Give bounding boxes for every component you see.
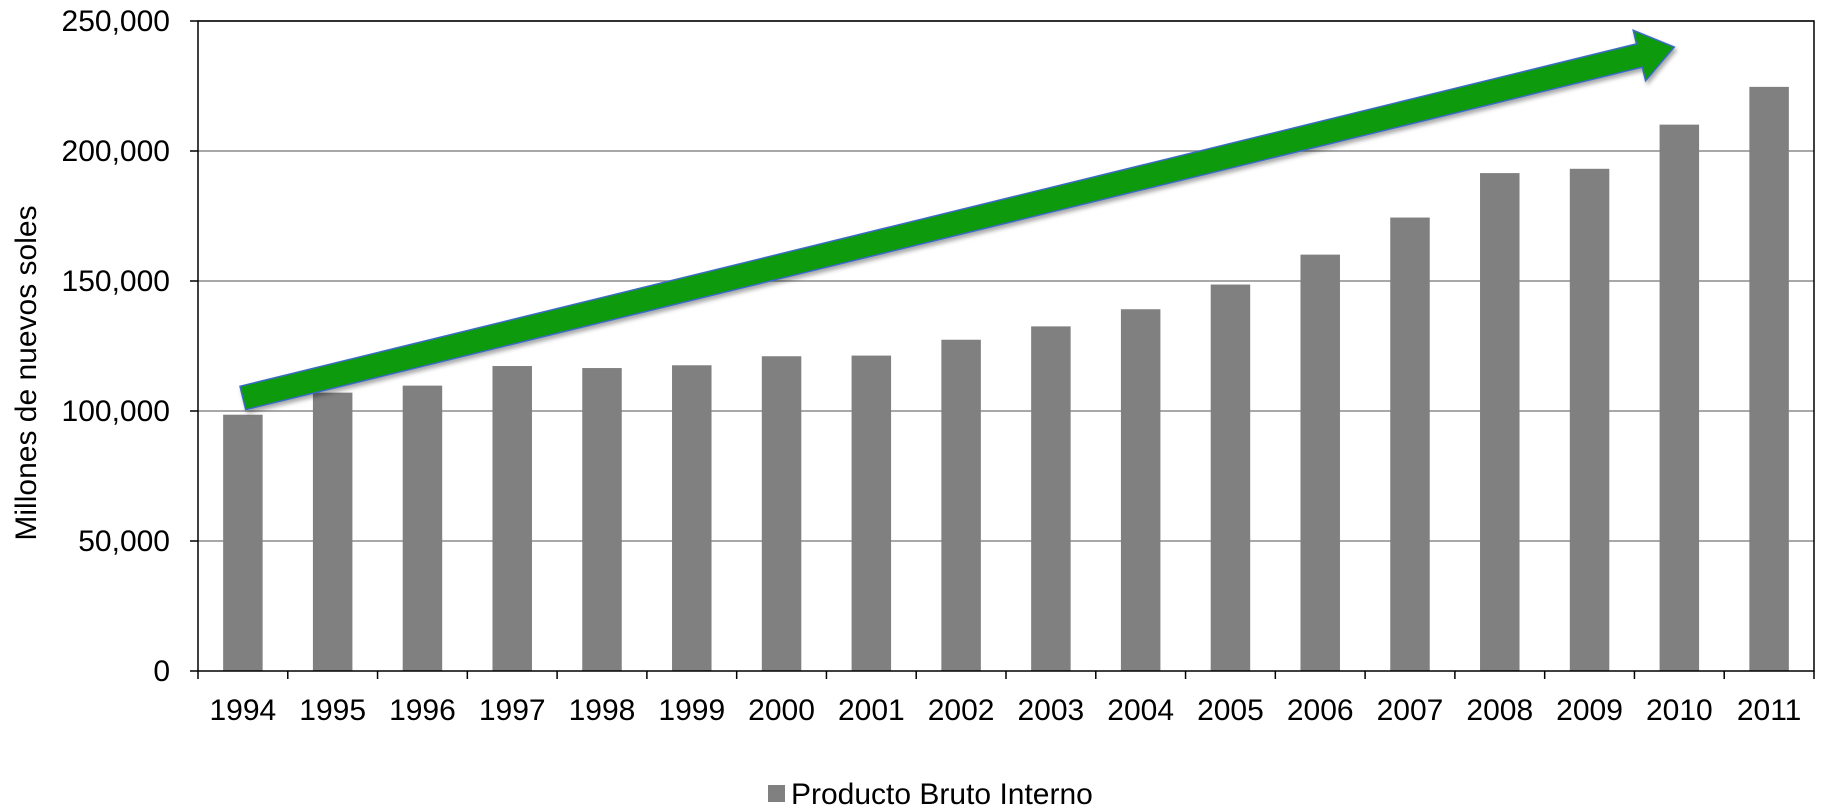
bar-2002 <box>941 339 981 671</box>
bar-2010 <box>1659 124 1700 672</box>
x-tick-label: 2004 <box>1107 694 1174 727</box>
x-tick-label: 2007 <box>1377 694 1444 727</box>
x-tick-label: 2006 <box>1287 694 1354 727</box>
x-tick-label: 1999 <box>658 694 725 727</box>
bar-2007 <box>1390 217 1430 671</box>
bar-2003 <box>1031 326 1071 671</box>
y-tick-label: 0 <box>153 655 170 688</box>
x-tick-label: 2003 <box>1018 694 1085 727</box>
x-tick-label: 1997 <box>479 694 546 727</box>
bar-1994 <box>223 414 263 671</box>
legend-swatch <box>768 785 785 802</box>
x-axis-ticks: 1994 1995 1996 1997 1998 1999 2000 2001 2002 2003… <box>197 671 1815 727</box>
y-tick-label: 100,000 <box>62 395 170 428</box>
bar-1998 <box>582 368 622 671</box>
bar-1999 <box>672 365 712 671</box>
y-tick-label: 150,000 <box>62 265 170 298</box>
x-tick-label: 1996 <box>389 694 456 727</box>
x-tick-label: 2001 <box>838 694 905 727</box>
bar-1997 <box>492 366 532 671</box>
bar-2009 <box>1569 168 1610 671</box>
legend-label: Producto Bruto Interno <box>791 778 1093 809</box>
y-axis-ticks: 0 50,000 100,000 150,000 200,000 250,000 <box>62 5 198 688</box>
x-tick-label: 2000 <box>748 694 815 727</box>
x-tick-label: 2010 <box>1646 694 1713 727</box>
x-tick-label: 2009 <box>1556 694 1623 727</box>
y-axis-label: Millones de nuevos soles <box>10 205 43 540</box>
bars <box>223 86 1789 672</box>
x-tick-label: 1998 <box>569 694 636 727</box>
y-tick-label: 250,000 <box>62 5 170 38</box>
x-tick-label: 2005 <box>1197 694 1264 727</box>
bar-2000 <box>761 356 802 671</box>
x-tick-label: 2011 <box>1737 694 1802 727</box>
x-tick-label: 2008 <box>1466 694 1533 727</box>
bar-2001 <box>851 355 892 671</box>
bar-2006 <box>1300 254 1340 672</box>
trend-arrow <box>239 29 1676 411</box>
x-tick-label: 1994 <box>210 694 277 727</box>
bar-2008 <box>1480 173 1520 671</box>
x-tick-label: 1995 <box>299 694 366 727</box>
bar-2005 <box>1210 284 1251 671</box>
legend: Producto Bruto Interno <box>768 778 1093 809</box>
bar-2011 <box>1749 86 1789 672</box>
bar-1996 <box>402 385 443 671</box>
y-tick-label: 200,000 <box>62 135 170 168</box>
x-tick-label: 2002 <box>928 694 995 727</box>
y-tick-label: 50,000 <box>78 525 170 558</box>
bar-2004 <box>1120 309 1161 671</box>
bar-1995 <box>312 392 353 671</box>
trend-arrow-shape <box>239 29 1676 411</box>
